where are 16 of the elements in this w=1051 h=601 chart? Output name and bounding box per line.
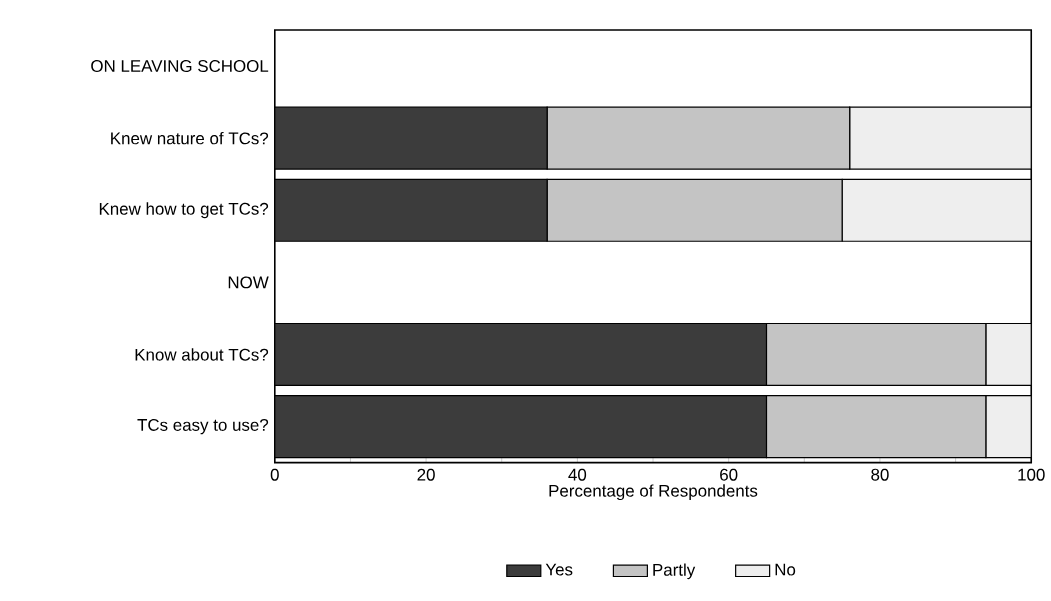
x-tick-label: 60 — [720, 468, 738, 481]
legend-label: Partly — [653, 563, 696, 580]
y-tick-label: Know about TCs? — [135, 348, 269, 361]
legend-label: No — [775, 563, 796, 576]
y-tick-label: Knew nature of TCs? — [111, 132, 269, 145]
y-tick-label: NOW — [228, 276, 269, 289]
x-tick-label: 80 — [871, 468, 889, 481]
y-tick-label: TCs easy to use? — [137, 419, 269, 435]
y-tick-label: Knew how to get TCs? — [99, 202, 269, 219]
x-tick-label: 0 — [270, 468, 279, 481]
x-tick-label: 40 — [568, 468, 587, 481]
x-axis-title: Percentage of Respondents — [549, 484, 758, 501]
legend-label: Yes — [545, 563, 573, 576]
y-tick-label: ON LEAVING SCHOOL — [91, 60, 269, 73]
x-tick-label: 100 — [1018, 468, 1045, 481]
x-tick-label: 20 — [417, 468, 435, 481]
